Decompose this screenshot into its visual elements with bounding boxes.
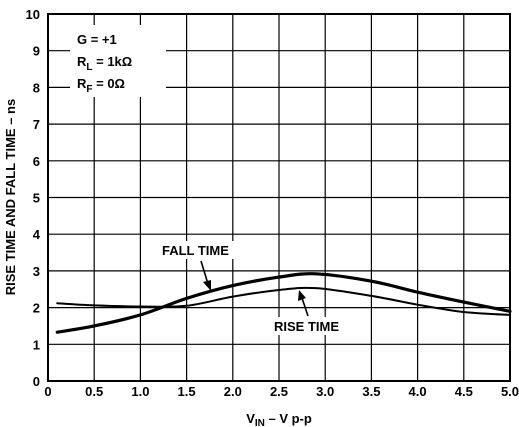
rl-label: RL = 1kΩ [77,54,132,73]
fall-time-label: FALL TIME [162,243,229,258]
x-tick-label: 2.0 [224,384,242,399]
y-tick-label: 10 [26,7,40,22]
y-tick-label: 7 [33,117,40,132]
gain-label: G = +1 [77,32,117,47]
y-tick-label: 0 [33,374,40,389]
rise-time-label: RISE TIME [274,319,339,334]
x-tick-label: 0 [44,384,51,399]
y-tick-label: 5 [33,191,40,206]
rise-label-bg [270,317,360,335]
fall-label-bg [158,241,246,259]
x-tick-label: 1.5 [178,384,196,399]
y-tick-label: 1 [33,337,40,352]
x-tick-label: 0.5 [85,384,103,399]
y-tick-label: 6 [33,154,40,169]
x-tick-label: 3.0 [316,384,334,399]
x-tick-label: 1.0 [131,384,149,399]
rise-time-arrow [298,290,309,317]
fall-time-line [55,272,512,334]
x-tick-label: 5.0 [501,384,519,399]
y-tick-label: 4 [33,227,41,242]
rf-label: RF = 0Ω [77,76,125,95]
tick-labels: 0 0.5 1.0 1.5 2.0 2.5 3.0 3.5 4.0 4.5 5.0 0 1 2 3 4 5 6 7 8… [26,7,519,399]
grid-lines [48,14,510,381]
x-tick-label: 2.5 [270,384,288,399]
y-axis-title: RISE TIME AND FALL TIME – ns [3,99,18,295]
series-lines [55,272,512,334]
y-tick-label: 3 [33,264,40,279]
x-tick-label: 4.5 [455,384,473,399]
x-tick-label: 4.0 [409,384,427,399]
y-tick-label: 9 [33,44,40,59]
x-tick-label: 3.5 [362,384,380,399]
fall-time-arrow [200,260,211,291]
y-tick-label: 2 [33,301,40,316]
conditions-box [70,25,166,97]
plot-frame [47,13,511,382]
y-tick-label: 8 [33,80,40,95]
x-axis-title: VIN – V p-p [246,411,312,427]
rise-time-line [56,286,511,316]
